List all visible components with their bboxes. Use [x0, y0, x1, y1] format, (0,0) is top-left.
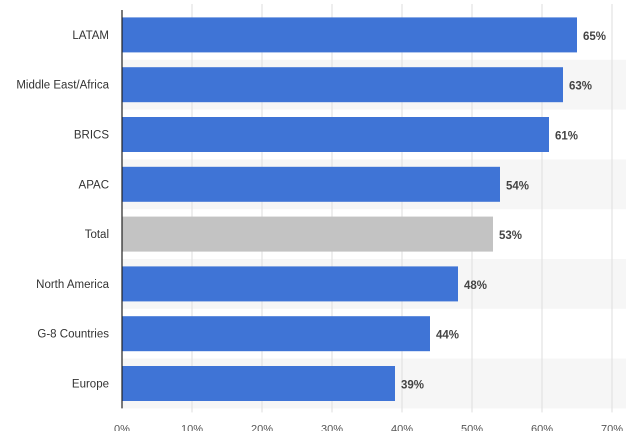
x-tick-label: 50%: [461, 423, 483, 431]
bar-total[interactable]: [122, 216, 493, 252]
category-label: Total: [85, 229, 109, 241]
category-label: BRICS: [74, 130, 109, 142]
x-tick-label: 40%: [391, 423, 413, 431]
bars: [122, 17, 577, 401]
category-label: North America: [36, 279, 109, 291]
value-labels: 65% 63% 61% 54% 53% 48% 44% 39%: [401, 31, 606, 392]
bar-apac[interactable]: [122, 166, 500, 202]
category-label: LATAM: [72, 30, 109, 42]
x-tick-label: 10%: [181, 423, 203, 431]
category-labels: LATAM Middle East/Africa BRICS APAC Total Nor…: [16, 30, 109, 391]
bar-brics[interactable]: [122, 117, 549, 152]
value-label: 48%: [464, 280, 487, 292]
value-label: 63%: [569, 81, 592, 93]
category-label: APAC: [79, 179, 109, 191]
x-tick-label: 30%: [321, 423, 343, 431]
value-label: 65%: [583, 31, 606, 43]
value-label: 54%: [506, 180, 529, 192]
bar-latam[interactable]: [122, 17, 577, 53]
category-label: G-8 Countries: [37, 329, 109, 341]
bar-middle-east-africa[interactable]: [122, 67, 563, 103]
x-tick-labels: 0% 10% 20% 30% 40% 50% 60% 70%: [114, 423, 623, 435]
x-tick-label: 20%: [251, 423, 273, 431]
x-tick-label: 60%: [531, 423, 553, 431]
x-tick-label: 70%: [601, 423, 623, 431]
value-label: 39%: [401, 380, 424, 392]
value-label: 44%: [436, 330, 459, 342]
bar-north-america[interactable]: [122, 266, 458, 302]
bar-europe[interactable]: [122, 366, 395, 401]
value-label: 53%: [499, 230, 522, 242]
bar-g-8-countries[interactable]: [122, 316, 430, 352]
category-label: Europe: [72, 379, 109, 391]
x-tick-label: 0%: [114, 423, 130, 431]
category-label: Middle East/Africa: [16, 80, 109, 92]
value-label: 61%: [555, 131, 578, 143]
